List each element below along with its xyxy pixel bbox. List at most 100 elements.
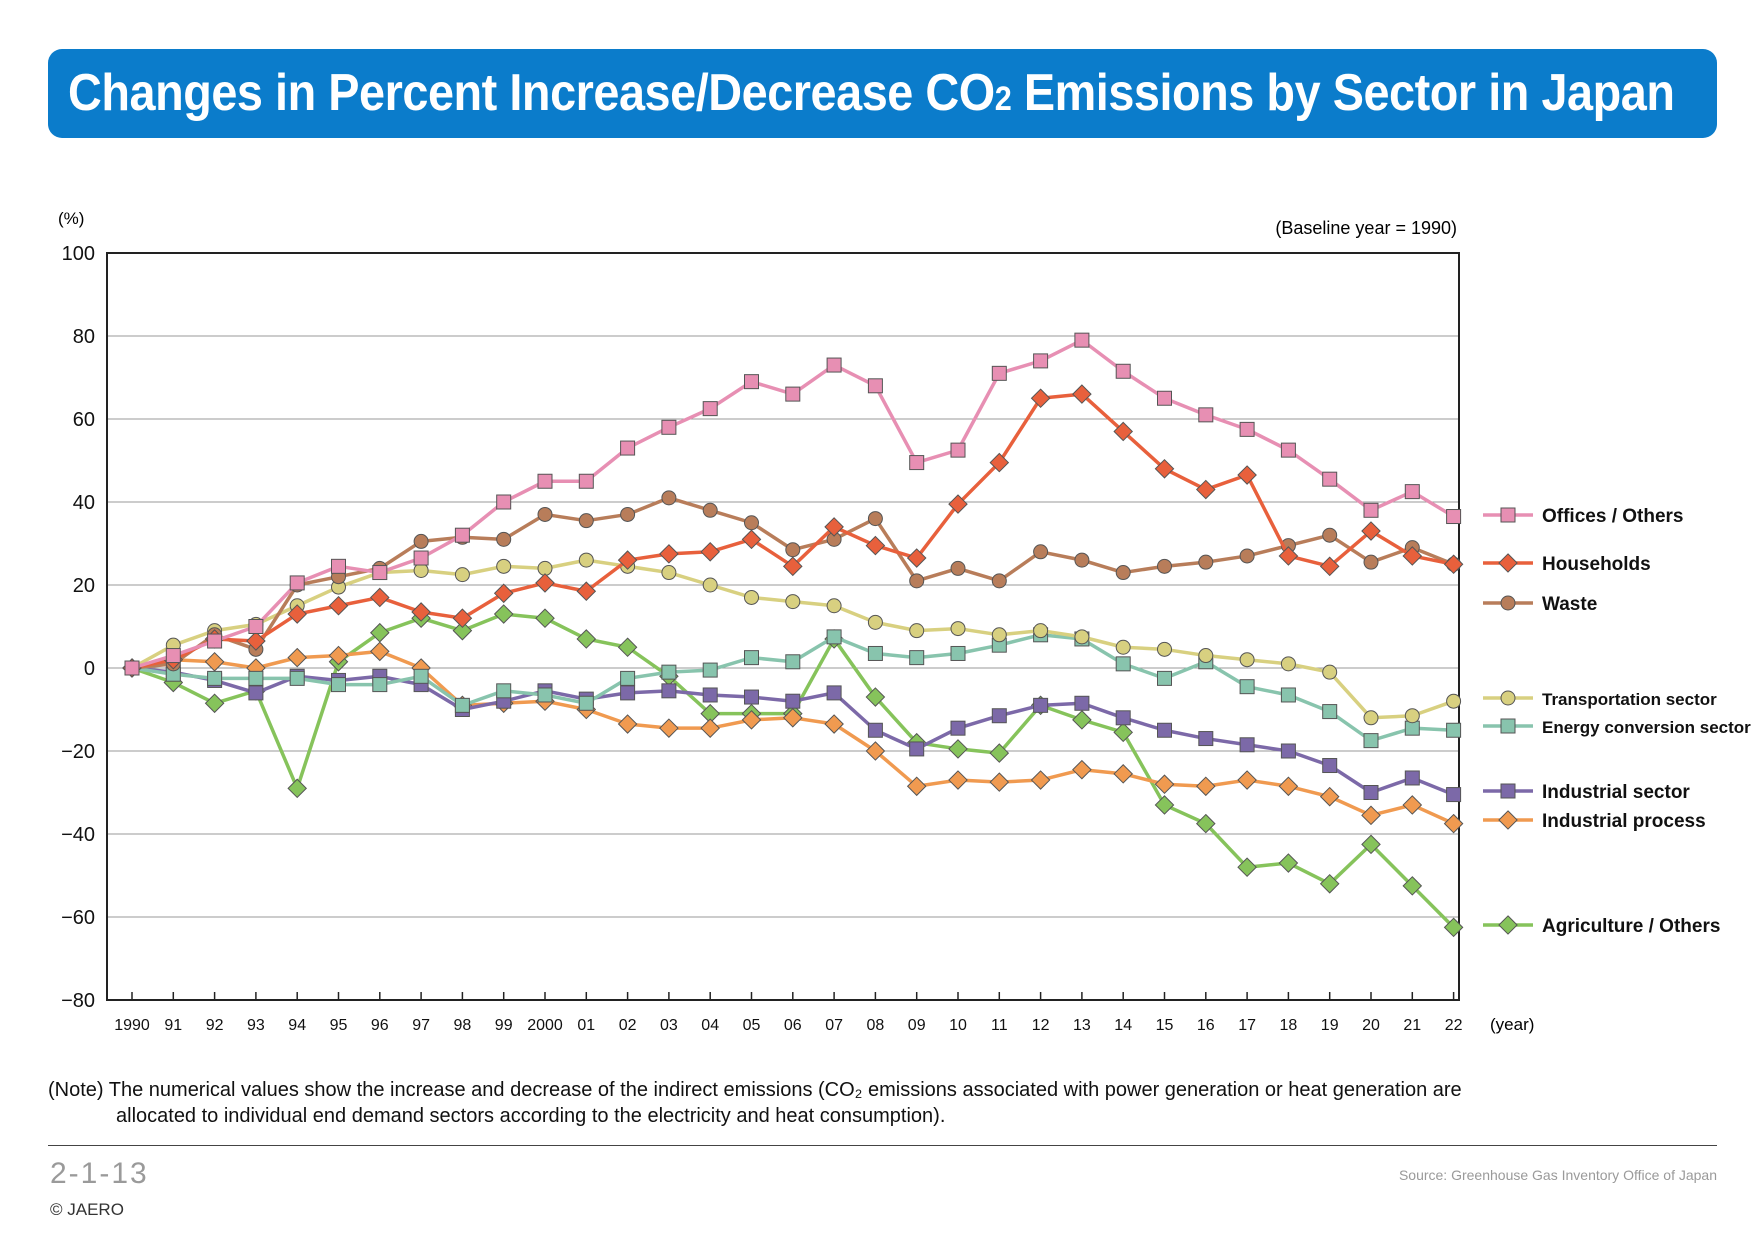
x-tick-label: 94 <box>288 1017 306 1034</box>
y-tick-label: 0 <box>84 658 95 680</box>
data-point <box>1074 332 1090 348</box>
data-point <box>287 604 308 624</box>
x-tick-label: 99 <box>495 1017 513 1034</box>
legend-swatch-marker <box>1500 783 1516 799</box>
x-axis-label: (year) <box>1490 1015 1534 1034</box>
legend-item: Offices / Others <box>1483 506 1684 527</box>
data-point <box>702 577 718 593</box>
x-tick-label: 11 <box>991 1017 1008 1034</box>
x-tick-label: 20 <box>1362 1017 1380 1034</box>
data-point <box>1115 710 1131 726</box>
data-point <box>454 697 470 713</box>
data-point <box>1404 770 1420 786</box>
data-point <box>782 556 803 577</box>
legend-label: Industrial sector <box>1542 782 1690 803</box>
figure-code: 2-1-13 <box>50 1157 149 1190</box>
data-point <box>950 560 966 576</box>
data-point <box>1278 853 1299 873</box>
series-group <box>124 627 1462 749</box>
data-point <box>1033 353 1049 369</box>
data-point <box>1363 710 1379 726</box>
y-tick-label: −80 <box>61 990 95 1012</box>
x-tick-label: 19 <box>1321 1017 1339 1034</box>
data-point <box>744 689 759 705</box>
data-point <box>700 541 721 562</box>
data-point <box>867 511 883 527</box>
data-point <box>1404 484 1420 500</box>
data-point <box>991 573 1007 589</box>
data-point <box>991 708 1007 724</box>
data-point <box>826 598 842 614</box>
data-point <box>950 645 966 661</box>
legend-item: Industrial sector <box>1483 782 1690 803</box>
data-point <box>620 440 636 456</box>
data-point <box>702 687 718 703</box>
x-tick-label: 06 <box>784 1017 802 1034</box>
y-tick-label: −40 <box>61 824 95 846</box>
data-point <box>537 687 553 703</box>
data-point <box>1237 770 1257 790</box>
data-point <box>702 401 718 417</box>
data-point <box>1072 759 1092 780</box>
data-point <box>826 685 842 701</box>
baseline-note: (Baseline year = 1990) <box>1275 218 1457 238</box>
data-point <box>617 714 638 734</box>
x-tick-label: 13 <box>1073 1017 1091 1034</box>
y-tick-label: 100 <box>62 243 95 265</box>
data-point <box>1443 917 1464 938</box>
data-point <box>1322 758 1338 774</box>
data-point <box>661 419 677 435</box>
data-point <box>1113 764 1134 784</box>
data-point <box>867 378 883 394</box>
data-point <box>909 573 925 589</box>
data-point <box>289 670 305 686</box>
data-point <box>578 695 594 711</box>
legend-item: Agriculture / Others <box>1483 915 1720 937</box>
data-point <box>576 629 597 649</box>
data-point <box>950 720 966 736</box>
data-point <box>124 660 140 676</box>
data-point <box>1195 813 1216 834</box>
data-point <box>493 583 514 604</box>
data-point <box>661 664 677 680</box>
x-tick-label: 21 <box>1403 1017 1421 1034</box>
data-point <box>578 552 594 568</box>
data-point <box>1154 774 1175 795</box>
data-point <box>1322 471 1338 487</box>
data-point <box>948 739 968 759</box>
data-point <box>1280 743 1296 759</box>
x-tick-label: 04 <box>701 1017 719 1034</box>
note-line-1: (Note) The numerical values show the inc… <box>48 1079 1462 1101</box>
data-point <box>1115 656 1131 672</box>
data-point <box>744 650 759 666</box>
data-point <box>1402 546 1423 566</box>
data-point <box>1402 876 1423 896</box>
legend-swatch-marker <box>1500 690 1516 706</box>
legend-swatch-marker <box>1500 507 1516 523</box>
data-point <box>989 743 1010 763</box>
data-point <box>865 535 886 556</box>
data-point <box>413 668 429 684</box>
data-point <box>1115 565 1131 581</box>
data-point <box>1074 695 1090 711</box>
data-point <box>1443 813 1464 834</box>
x-tick-label: 95 <box>330 1017 348 1034</box>
data-point <box>204 693 225 714</box>
data-point <box>826 629 842 645</box>
x-tick-label: 05 <box>743 1017 761 1034</box>
data-point <box>782 707 803 728</box>
data-point <box>744 374 759 390</box>
data-point <box>537 473 553 489</box>
data-point <box>1113 421 1134 442</box>
data-point <box>1157 641 1172 657</box>
x-tick-label: 15 <box>1156 1017 1174 1034</box>
chart-title: Changes in Percent Increase/Decrease CO2… <box>68 64 1675 122</box>
data-point <box>989 452 1010 473</box>
data-point <box>1033 544 1049 560</box>
x-tick-label: 07 <box>825 1017 843 1034</box>
data-point <box>1239 679 1255 695</box>
x-tick-label: 98 <box>454 1017 472 1034</box>
data-point <box>1030 388 1051 409</box>
data-point <box>948 494 968 514</box>
